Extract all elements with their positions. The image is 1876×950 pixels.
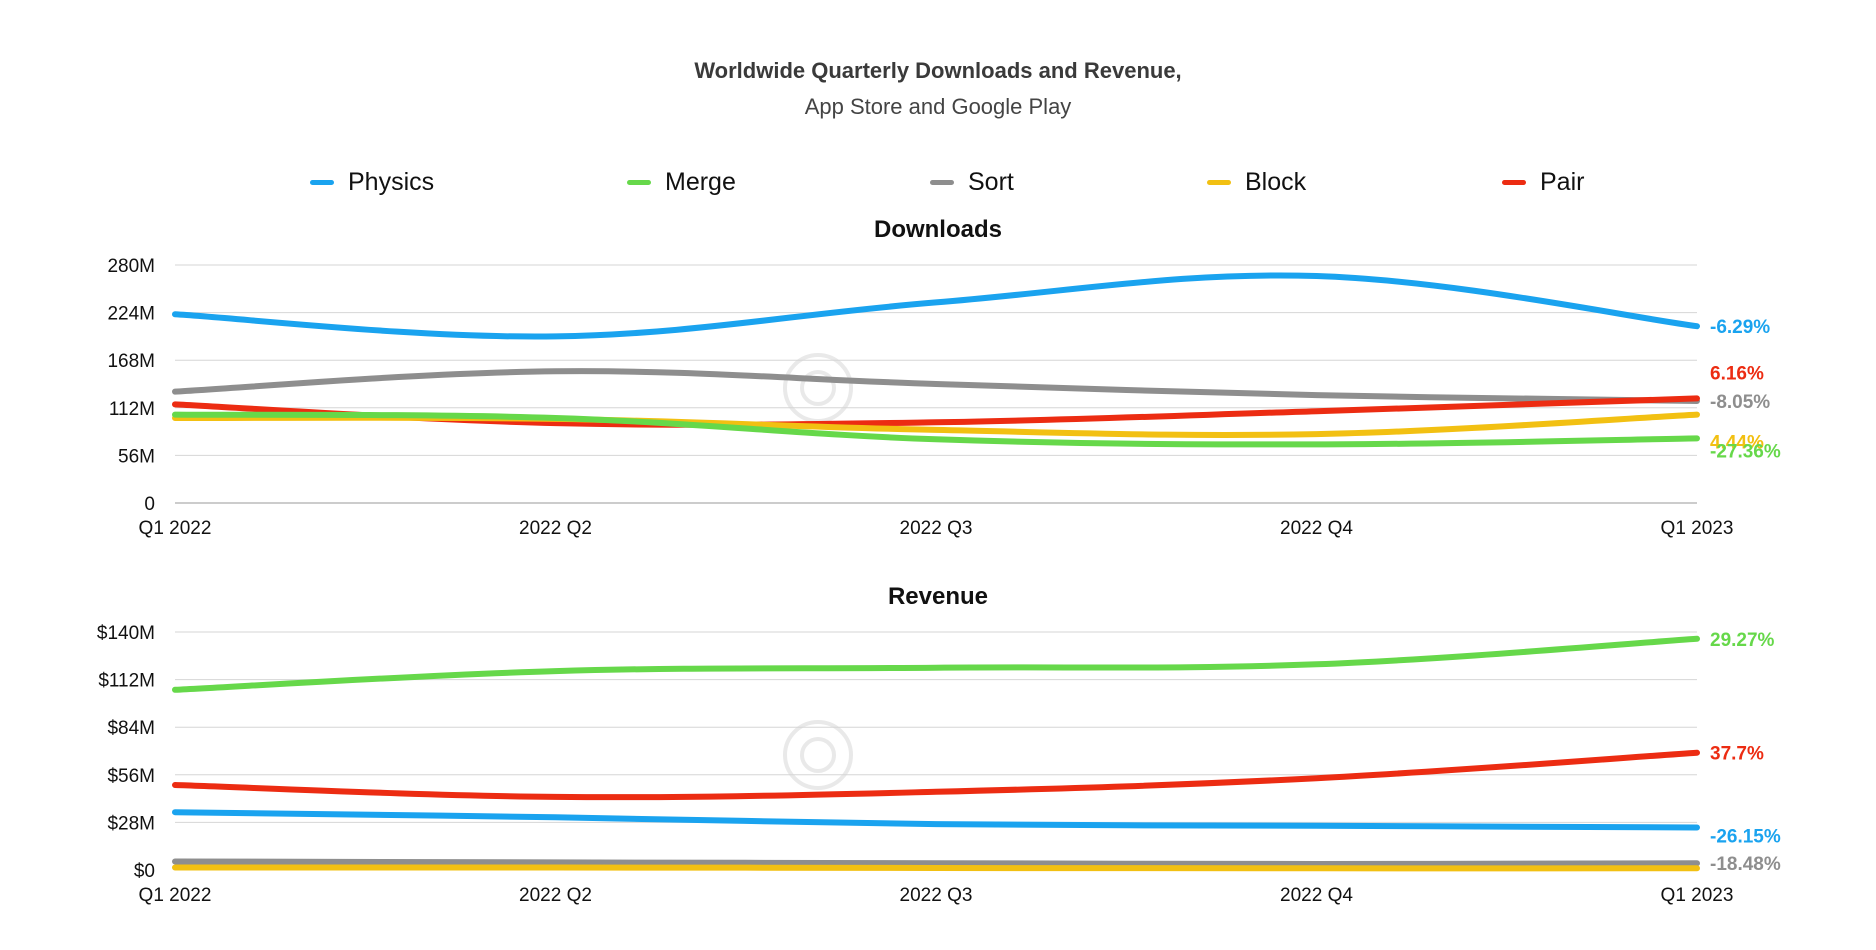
- legend-swatch: [930, 180, 954, 185]
- x-tick-label: 2022 Q2: [519, 518, 592, 539]
- series-change-label: 37.7%: [1710, 744, 1764, 765]
- x-tick-label: Q1 2023: [1661, 885, 1734, 906]
- chart-title: Downloads: [874, 216, 1002, 243]
- series-change-label: -8.05%: [1710, 392, 1770, 413]
- y-tick-label: 112M: [109, 399, 155, 420]
- legend-swatch: [310, 180, 334, 185]
- legend-item-block[interactable]: Block: [1207, 168, 1306, 197]
- y-tick-label: $0: [134, 861, 155, 882]
- y-tick-label: 0: [144, 494, 155, 515]
- sensortower-watermark-icon: [783, 353, 853, 423]
- legend-item-sort[interactable]: Sort: [930, 168, 1014, 197]
- legend-item-pair[interactable]: Pair: [1502, 168, 1584, 197]
- y-tick-label: 224M: [107, 304, 155, 325]
- series-change-label: 4.44%: [1710, 433, 1764, 454]
- y-tick-label: $84M: [107, 718, 155, 739]
- series-change-label: 29.27%: [1710, 630, 1775, 651]
- series-line-sort: [172, 368, 1700, 404]
- page-subtitle: App Store and Google Play: [804, 94, 1072, 119]
- sensortower-watermark-icon: [783, 720, 853, 790]
- series-change-label: -26.15%: [1710, 827, 1781, 848]
- legend-item-merge[interactable]: Merge: [627, 168, 736, 197]
- series-line-pair: [172, 395, 1700, 428]
- x-tick-label: Q1 2023: [1661, 518, 1734, 539]
- y-tick-label: $56M: [107, 766, 155, 787]
- series-line-physics: [172, 272, 1700, 340]
- x-tick-label: Q1 2022: [139, 518, 212, 539]
- legend-label: Sort: [968, 168, 1014, 196]
- legend-swatch: [1502, 180, 1526, 185]
- legend-label: Block: [1245, 168, 1307, 196]
- x-tick-label: 2022 Q4: [1280, 518, 1353, 539]
- x-tick-label: 2022 Q3: [900, 885, 973, 906]
- legend-label: Merge: [665, 168, 736, 196]
- legend-swatch: [1207, 180, 1231, 185]
- y-tick-label: 56M: [118, 446, 155, 467]
- legend-swatch: [627, 180, 651, 185]
- series-change-label: -18.48%: [1710, 854, 1781, 875]
- series-change-label: -6.29%: [1710, 317, 1770, 338]
- chart-title: Revenue: [888, 583, 988, 610]
- legend-item-physics[interactable]: Physics: [310, 168, 434, 197]
- legend-label: Physics: [348, 168, 435, 196]
- y-tick-label: $140M: [97, 623, 155, 644]
- y-tick-label: $28M: [107, 813, 155, 834]
- series-line-merge: [172, 635, 1700, 693]
- series-change-label: 6.16%: [1710, 363, 1764, 384]
- series-change-label: -27.36%: [1710, 441, 1781, 462]
- series-line-pair: [172, 749, 1700, 801]
- x-tick-label: Q1 2022: [139, 885, 212, 906]
- y-tick-label: 168M: [107, 351, 155, 372]
- series-line-block: [172, 864, 1700, 872]
- sensortower-watermark-icon: [800, 737, 836, 773]
- series-line-physics: [172, 809, 1700, 831]
- legend-label: Pair: [1540, 168, 1585, 196]
- sensortower-watermark-icon: [800, 370, 836, 406]
- page-title: Worldwide Quarterly Downloads and Revenu…: [694, 58, 1182, 83]
- series-line-sort: [172, 858, 1700, 867]
- chart-legend: Physics Merge Sort Block Pair: [0, 168, 1876, 202]
- series-line-block: [172, 411, 1700, 439]
- y-tick-label: 280M: [107, 256, 155, 277]
- x-tick-label: 2022 Q2: [519, 885, 592, 906]
- y-tick-label: $112M: [98, 671, 155, 692]
- x-tick-label: 2022 Q3: [900, 518, 973, 539]
- series-line-merge: [172, 411, 1700, 448]
- x-tick-label: 2022 Q4: [1280, 885, 1353, 906]
